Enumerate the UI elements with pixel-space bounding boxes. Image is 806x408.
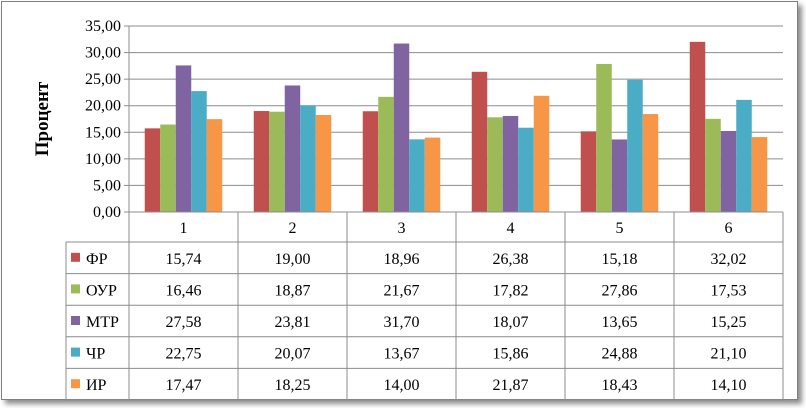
data-label: 27,58	[166, 314, 202, 331]
data-label: 24,88	[602, 346, 638, 363]
bar-ФР-1	[144, 128, 161, 212]
legend-label-ИР: ИР	[86, 377, 107, 394]
data-label: 21,87	[493, 377, 529, 394]
bar-ИР-3	[424, 137, 441, 212]
legend-label-ФР: ФР	[86, 251, 108, 268]
bar-ИР-6	[751, 137, 768, 212]
bar-ОУР-4	[487, 117, 503, 212]
bar-ИР-2	[315, 115, 332, 212]
data-label: 15,86	[493, 346, 529, 363]
x-tick-label: 5	[616, 220, 624, 237]
y-tick-label: 30,00	[85, 45, 121, 62]
x-tick-label: 4	[507, 220, 515, 237]
legend-key-ФР	[71, 252, 80, 262]
data-label: 13,65	[602, 314, 638, 331]
bar-ЧР-4	[518, 127, 534, 212]
data-label: 15,18	[602, 251, 638, 268]
data-label: 16,46	[166, 282, 202, 299]
bar-МТР-6	[720, 130, 737, 212]
bar-ЧР-1	[191, 91, 207, 212]
data-label: 21,67	[384, 282, 420, 299]
data-label: 13,67	[384, 346, 420, 363]
bar-ЧР-6	[736, 99, 752, 212]
data-label: 17,82	[493, 282, 529, 299]
data-label: 32,02	[711, 251, 747, 268]
chart-frame: 0,00 5,00 10,00 15,00 20,00 25,00 30,00 35,00 1…	[1, 1, 798, 401]
x-tick-label: 2	[289, 220, 297, 237]
data-label: 14,00	[384, 377, 420, 394]
x-tick-label: 3	[398, 220, 406, 237]
y-tick-label: 20,00	[85, 98, 121, 115]
y-tick-label: 15,00	[85, 124, 121, 141]
bar-МТР-1	[175, 65, 192, 212]
legend-label-ЧР: ЧР	[86, 346, 105, 363]
data-label: 18,43	[602, 377, 638, 394]
bar-МТР-3	[393, 43, 410, 213]
bar-ОУР-6	[705, 118, 721, 212]
data-label: 19,00	[275, 251, 311, 268]
data-label: 18,25	[275, 377, 311, 394]
data-label: 18,87	[275, 282, 311, 299]
bar-ФР-6	[689, 41, 706, 212]
bar-МТР-2	[284, 85, 301, 212]
legend-key-ОУР	[71, 284, 80, 294]
gridlines	[129, 25, 783, 186]
data-label: 17,47	[166, 377, 202, 394]
data-label: 27,86	[602, 282, 638, 299]
data-label: 26,38	[493, 251, 529, 268]
bar-ЧР-2	[300, 105, 316, 212]
y-tick-label: 0,00	[93, 204, 121, 221]
data-label: 18,07	[493, 314, 529, 331]
bar-ФР-2	[253, 111, 270, 212]
data-label: 23,81	[275, 314, 311, 331]
axes	[124, 25, 130, 213]
bar-ЧР-5	[627, 79, 643, 212]
data-label: 18,96	[384, 251, 420, 268]
bar-МТР-4	[502, 115, 519, 212]
bar-ИР-4	[533, 95, 550, 212]
data-label: 15,25	[711, 314, 747, 331]
y-tick-label: 35,00	[85, 18, 121, 35]
bar-ОУР-2	[269, 111, 285, 212]
bar-ЧР-3	[409, 139, 425, 212]
data-label: 22,75	[166, 346, 202, 363]
y-axis-label: Процент	[32, 81, 53, 156]
data-label: 21,10	[711, 346, 747, 363]
data-label: 20,07	[275, 346, 311, 363]
data-label: 14,10	[711, 377, 747, 394]
x-tick-label: 1	[180, 220, 188, 237]
data-label: 31,70	[384, 314, 420, 331]
bar-ОУР-3	[378, 96, 394, 212]
y-tick-label: 5,00	[93, 177, 121, 194]
bars	[144, 41, 768, 213]
bar-ИР-5	[642, 114, 659, 212]
bar-ФР-4	[471, 71, 488, 212]
legend-key-ИР	[71, 379, 80, 389]
data-label: 17,53	[711, 282, 747, 299]
legend-label-ОУР: ОУР	[86, 282, 117, 299]
data-label: 15,74	[166, 251, 202, 268]
y-tick-label: 25,00	[85, 71, 121, 88]
bar-ИР-1	[206, 119, 223, 212]
x-tick-label: 6	[725, 220, 733, 237]
bar-ФР-5	[580, 131, 597, 212]
legend-label-МТР: МТР	[86, 314, 119, 331]
y-tick-labels: 0,00 5,00 10,00 15,00 20,00 25,00 30,00 35,00	[85, 18, 121, 221]
bar-ФР-3	[362, 111, 379, 212]
bar-ОУР-1	[160, 124, 176, 212]
y-tick-label: 10,00	[85, 151, 121, 168]
legend-key-МТР	[71, 316, 80, 325]
chart-svg: 0,00 5,00 10,00 15,00 20,00 25,00 30,00 35,00 1…	[32, 18, 784, 401]
bar-ОУР-5	[596, 63, 612, 212]
data-table: 1 2 3 4 5 6 ФР 15,74 19,00 18,96 26,38 15,18 32,02 ОУ…	[65, 211, 784, 401]
legend-key-ЧР	[71, 347, 80, 357]
bar-МТР-5	[611, 139, 628, 212]
